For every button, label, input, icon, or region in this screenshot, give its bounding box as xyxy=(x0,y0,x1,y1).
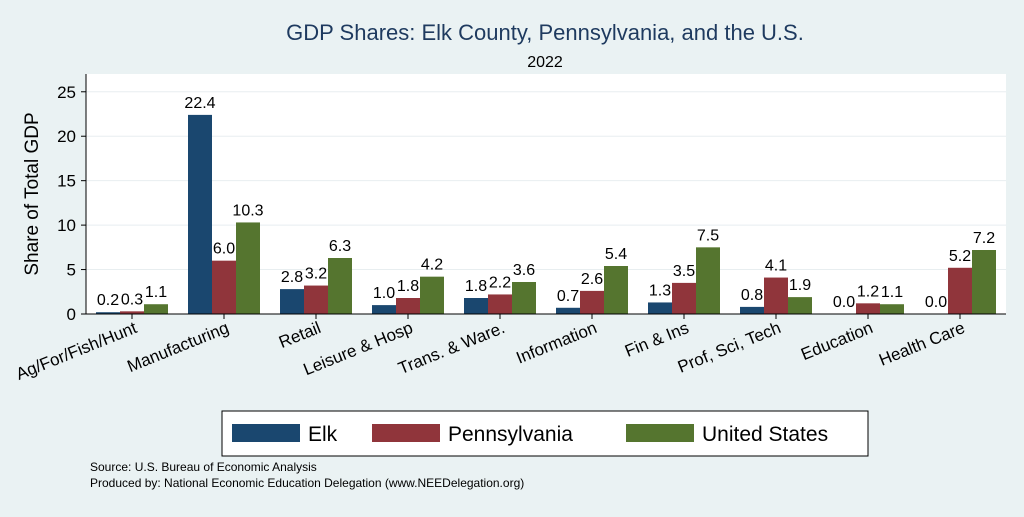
data-label: 1.8 xyxy=(397,278,419,295)
bar xyxy=(556,307,580,314)
data-label: 0.3 xyxy=(121,291,143,308)
legend-swatch xyxy=(232,424,300,442)
bar xyxy=(512,282,536,314)
bar xyxy=(120,311,144,314)
data-label: 2.6 xyxy=(581,271,603,288)
y-tick-label: 20 xyxy=(57,127,76,146)
data-label: 3.2 xyxy=(305,266,327,283)
bar xyxy=(856,303,880,314)
chart-title: GDP Shares: Elk County, Pennsylvania, an… xyxy=(286,20,804,45)
legend-label: Pennsylvania xyxy=(448,423,573,446)
bar xyxy=(96,312,120,314)
legend-swatch xyxy=(626,424,694,442)
legend-swatch xyxy=(372,424,440,442)
chart-subtitle: 2022 xyxy=(527,54,563,71)
bar xyxy=(212,260,236,314)
y-tick-label: 0 xyxy=(67,305,76,324)
data-label: 0.8 xyxy=(741,287,763,304)
bar xyxy=(948,267,972,314)
bar xyxy=(236,222,260,314)
bar xyxy=(880,304,904,314)
data-label: 1.1 xyxy=(145,284,167,301)
data-label: 0.7 xyxy=(557,288,579,305)
data-label: 2.2 xyxy=(489,274,511,291)
legend: Elk Pennsylvania United States xyxy=(221,410,869,457)
bar xyxy=(144,304,168,314)
legend-box xyxy=(221,410,869,457)
data-label: 7.2 xyxy=(973,230,995,247)
bar xyxy=(420,276,444,314)
bars-group xyxy=(96,114,996,314)
data-label: 1.3 xyxy=(649,282,671,299)
y-tick-label: 10 xyxy=(57,216,76,235)
data-label: 0.0 xyxy=(833,294,855,311)
data-label: 3.5 xyxy=(673,263,695,280)
data-label: 1.8 xyxy=(465,278,487,295)
data-label: 1.0 xyxy=(373,285,395,302)
bar xyxy=(764,277,788,314)
bar xyxy=(464,298,488,314)
legend-label: United States xyxy=(702,423,828,446)
data-label: 1.1 xyxy=(881,284,903,301)
data-label: 5.4 xyxy=(605,246,627,263)
bar xyxy=(580,290,604,314)
data-label: 4.2 xyxy=(421,257,443,274)
data-label: 4.1 xyxy=(765,258,787,275)
data-label: 5.2 xyxy=(949,248,971,265)
legend-label: Elk xyxy=(308,423,338,446)
data-label: 0.0 xyxy=(925,294,947,311)
y-axis-label: Share of Total GDP xyxy=(22,112,43,275)
bar xyxy=(328,258,352,314)
data-label: 2.8 xyxy=(281,269,303,286)
y-tick-label: 5 xyxy=(67,261,76,280)
bar xyxy=(280,289,304,314)
y-tick-label: 15 xyxy=(57,172,76,191)
bar xyxy=(972,250,996,314)
data-label: 3.6 xyxy=(513,262,535,279)
bar xyxy=(788,297,812,314)
bar xyxy=(740,306,764,314)
data-label: 6.3 xyxy=(329,238,351,255)
data-label: 0.2 xyxy=(97,292,119,309)
data-label: 6.0 xyxy=(213,241,235,258)
source-note: Source: U.S. Bureau of Economic Analysis xyxy=(90,460,317,474)
data-label: 1.9 xyxy=(789,277,811,294)
data-label: 22.4 xyxy=(184,95,215,112)
bar xyxy=(396,298,420,314)
bar xyxy=(696,247,720,314)
data-label: 10.3 xyxy=(232,202,263,219)
bar xyxy=(672,282,696,314)
bar xyxy=(488,294,512,314)
bar xyxy=(604,266,628,314)
produced-by-note: Produced by: National Economic Education… xyxy=(90,476,524,490)
bar xyxy=(188,114,212,314)
bar xyxy=(372,305,396,314)
value-labels-group: 0.2 0.3 1.122.46.010.32.8 3.26.31.0 1.84.21.… xyxy=(97,95,995,311)
y-tick-label: 25 xyxy=(57,83,76,102)
bar xyxy=(648,302,672,314)
data-label: 1.2 xyxy=(857,283,879,300)
y-ticks-group: 0 5 10 15 20 25 xyxy=(57,83,86,324)
bar xyxy=(304,285,328,314)
data-label: 7.5 xyxy=(697,227,719,244)
